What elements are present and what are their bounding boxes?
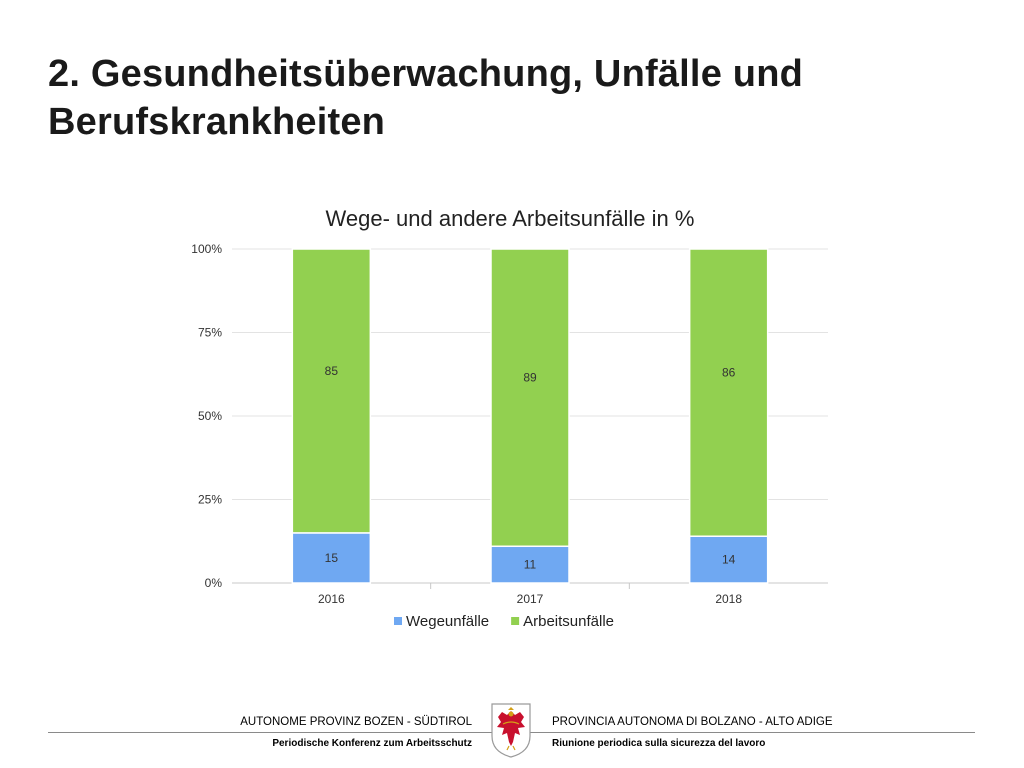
data-label: 85 xyxy=(325,364,339,378)
bar-segment xyxy=(490,545,570,584)
data-label: 11 xyxy=(524,558,537,572)
slide-title: 2. Gesundheitsüberwachung, Unfälle und B… xyxy=(48,50,948,146)
bar-segment xyxy=(490,248,570,548)
bar-segment xyxy=(291,532,372,584)
legend: Wegeunfälle Arbeitsunfälle xyxy=(394,613,614,630)
x-tick-label: 2018 xyxy=(715,592,742,606)
footer-right-bottom: Riunione periodica sulla sicurezza del l… xyxy=(552,738,766,749)
tyrolean-eagle-crest-icon xyxy=(491,703,531,758)
y-axis-tick-labels: 0% 25% 50% 75% 100% xyxy=(191,242,222,590)
y-tick-label: 50% xyxy=(198,409,222,423)
legend-label: Wegeunfälle xyxy=(406,613,489,630)
legend-label: Arbeitsunfälle xyxy=(523,613,614,630)
stacked-bar-chart: Wege- und andere Arbeitsunfälle in % 15 8… xyxy=(191,206,828,630)
x-tick-label: 2017 xyxy=(517,592,544,606)
legend-swatch xyxy=(511,617,520,625)
bar-segment xyxy=(688,248,769,537)
data-label: 86 xyxy=(722,366,736,380)
y-tick-label: 75% xyxy=(198,326,222,340)
chart-title: Wege- und andere Arbeitsunfälle in % xyxy=(326,206,695,231)
footer-right-top: PROVINCIA AUTONOMA DI BOLZANO - ALTO ADI… xyxy=(552,716,833,728)
bar-segment xyxy=(688,535,769,584)
legend-swatch xyxy=(394,617,402,625)
x-tick-label: 2016 xyxy=(318,592,345,606)
footer-left-top: AUTONOME PROVINZ BOZEN - SÜDTIROL xyxy=(240,716,472,728)
y-tick-label: 0% xyxy=(205,576,223,590)
data-label: 14 xyxy=(722,553,736,567)
footer-left-bottom: Periodische Konferenz zum Arbeitsschutz xyxy=(272,738,472,749)
y-tick-label: 100% xyxy=(191,242,222,256)
data-label: 15 xyxy=(325,551,339,565)
bar-segment xyxy=(291,248,372,534)
y-tick-label: 25% xyxy=(198,493,222,507)
slide-title-line-1: 2. Gesundheitsüberwachung, Unfälle und xyxy=(48,53,804,95)
bars: 15 85 11 89 14 86 xyxy=(291,248,769,584)
slide-title-line-2: Berufskrankheiten xyxy=(48,101,386,143)
x-axis-tick-labels: 2016 2017 2018 xyxy=(318,592,742,606)
data-label: 89 xyxy=(523,371,537,385)
